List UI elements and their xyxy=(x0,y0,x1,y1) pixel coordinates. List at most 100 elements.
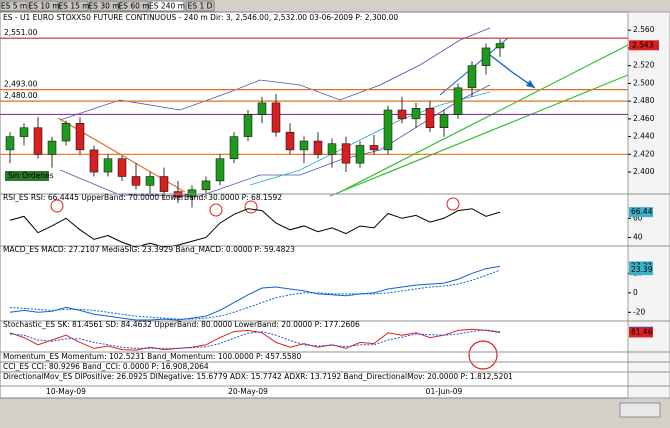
panel-header: Stochastic_ES SK: 81.4561 SD: 84.4632 Up… xyxy=(3,320,360,329)
candle-body xyxy=(467,65,477,89)
candle-body xyxy=(425,107,435,128)
arrow xyxy=(489,54,536,89)
tab-bar: ES 5 m ES 10 mES 15 mES 30 mES 60 m ES 240… xyxy=(0,0,215,12)
tab[interactable] xyxy=(0,0,29,12)
last-value-label: 23.39 xyxy=(631,265,653,274)
candle-body xyxy=(19,127,29,137)
tab-label[interactable]: ES 240 m xyxy=(149,2,185,11)
candle-body xyxy=(313,140,323,155)
candle-body xyxy=(187,189,197,198)
highlight-circle xyxy=(244,200,258,214)
chart-area xyxy=(0,11,670,399)
candle-body xyxy=(439,114,449,128)
candle-body xyxy=(215,158,225,182)
last-price-label: 2.543 xyxy=(632,40,654,49)
series-line xyxy=(9,269,501,320)
tab-label[interactable]: ES 15 m xyxy=(58,2,89,11)
candle-body xyxy=(243,114,253,137)
note-box xyxy=(5,171,49,181)
scrollbar[interactable] xyxy=(0,400,670,424)
tab[interactable] xyxy=(185,0,215,12)
highlight-circle xyxy=(446,197,460,211)
series-line xyxy=(9,208,501,248)
x-tick-label: 20-May-09 xyxy=(228,387,268,396)
tab[interactable] xyxy=(149,0,185,12)
y-tick-label: 2.400 xyxy=(633,167,655,176)
panel-header: ES - U1 EURO STOXX50 FUTURE CONTINUOUS -… xyxy=(3,13,398,22)
y-tick-label: 0 xyxy=(633,288,638,297)
price-axis-strip xyxy=(627,11,670,399)
indicator-header: CCI_ES CCI: 80.9296 Band_CCI: 0.0000 P: … xyxy=(3,362,209,371)
candle-body xyxy=(5,136,15,151)
candle-body xyxy=(397,109,407,120)
y-tick-label: -20 xyxy=(633,307,645,316)
highlight-circle xyxy=(468,340,498,370)
candle-body xyxy=(257,102,267,115)
candle-body xyxy=(47,140,57,155)
series-line xyxy=(9,265,501,321)
series-line xyxy=(9,329,501,349)
last-price-box xyxy=(629,40,659,51)
candle-body xyxy=(383,109,393,151)
band-line xyxy=(59,84,491,197)
highlight-circle xyxy=(209,203,223,217)
last-value-label: 66.44 xyxy=(631,207,653,216)
candle-body xyxy=(61,123,71,142)
candle-body xyxy=(341,143,351,164)
tab-label[interactable]: ES 30 m xyxy=(88,2,119,11)
series-line xyxy=(9,328,501,351)
candle-body xyxy=(117,158,127,177)
tab[interactable] xyxy=(29,0,59,12)
x-tick-label: 01-Jun-09 xyxy=(426,387,463,396)
average-line xyxy=(249,91,491,186)
y-tick-label: 2.440 xyxy=(633,132,655,141)
trendline xyxy=(329,74,629,197)
tab[interactable] xyxy=(59,0,89,12)
candle-body xyxy=(453,87,463,115)
last-value-label: 81.46 xyxy=(631,327,653,336)
panel-header: MACD_ES MACD: 27.2107 MediaSIG: 23.3929 … xyxy=(3,245,295,254)
candle-body xyxy=(33,127,43,155)
tab[interactable] xyxy=(89,0,119,12)
candle-body xyxy=(145,176,155,186)
arrow-head xyxy=(526,80,535,88)
candle-body xyxy=(89,149,99,173)
y-tick-label: 2.460 xyxy=(633,114,655,123)
band-line xyxy=(59,27,491,121)
y-tick-label: 2.560 xyxy=(633,25,655,34)
candle-body xyxy=(131,176,141,186)
candle-body xyxy=(75,123,85,151)
tab-label[interactable]: ES 5 m xyxy=(1,2,27,11)
level-label: 2,480.00 xyxy=(4,91,38,100)
candle-body xyxy=(285,131,295,151)
candle-body xyxy=(495,43,505,49)
y-tick-label: 2.500 xyxy=(633,78,655,87)
tab[interactable] xyxy=(119,0,149,12)
tab-label[interactable]: ES 1 D xyxy=(188,2,213,11)
y-tick-label: 2.420 xyxy=(633,149,655,158)
candle-body xyxy=(201,180,211,191)
indicator-header: Momentum_ES Momentum: 102.5231 Band_Mome… xyxy=(3,352,301,361)
trendline xyxy=(339,44,629,193)
tab-label[interactable]: ES 10 m xyxy=(28,2,59,11)
y-tick-label: 40 xyxy=(633,232,643,241)
scroll-thumb[interactable] xyxy=(619,402,661,418)
candle-body xyxy=(103,158,113,173)
last-value-box xyxy=(629,207,653,218)
indicator-header: DirectionalMov_ES DIPositive: 26.0925 DI… xyxy=(3,372,513,381)
last-value-box xyxy=(629,265,653,276)
candle-body xyxy=(159,176,169,192)
candle-body xyxy=(271,102,281,133)
panel-header: RSI_ES RSI: 66.4445 UpperBand: 70.0000 L… xyxy=(3,193,282,202)
candle-body xyxy=(327,143,337,155)
x-tick-label: 10-May-09 xyxy=(46,387,86,396)
y-tick-label: 2.520 xyxy=(633,61,655,70)
level-label: 2,493.00 xyxy=(4,80,38,89)
level-label: 2,551.00 xyxy=(4,28,38,37)
candle-body xyxy=(355,145,365,164)
tab-label[interactable]: ES 60 m xyxy=(118,2,149,11)
y-tick-label: 2.480 xyxy=(633,96,655,105)
candle-body xyxy=(481,47,491,66)
